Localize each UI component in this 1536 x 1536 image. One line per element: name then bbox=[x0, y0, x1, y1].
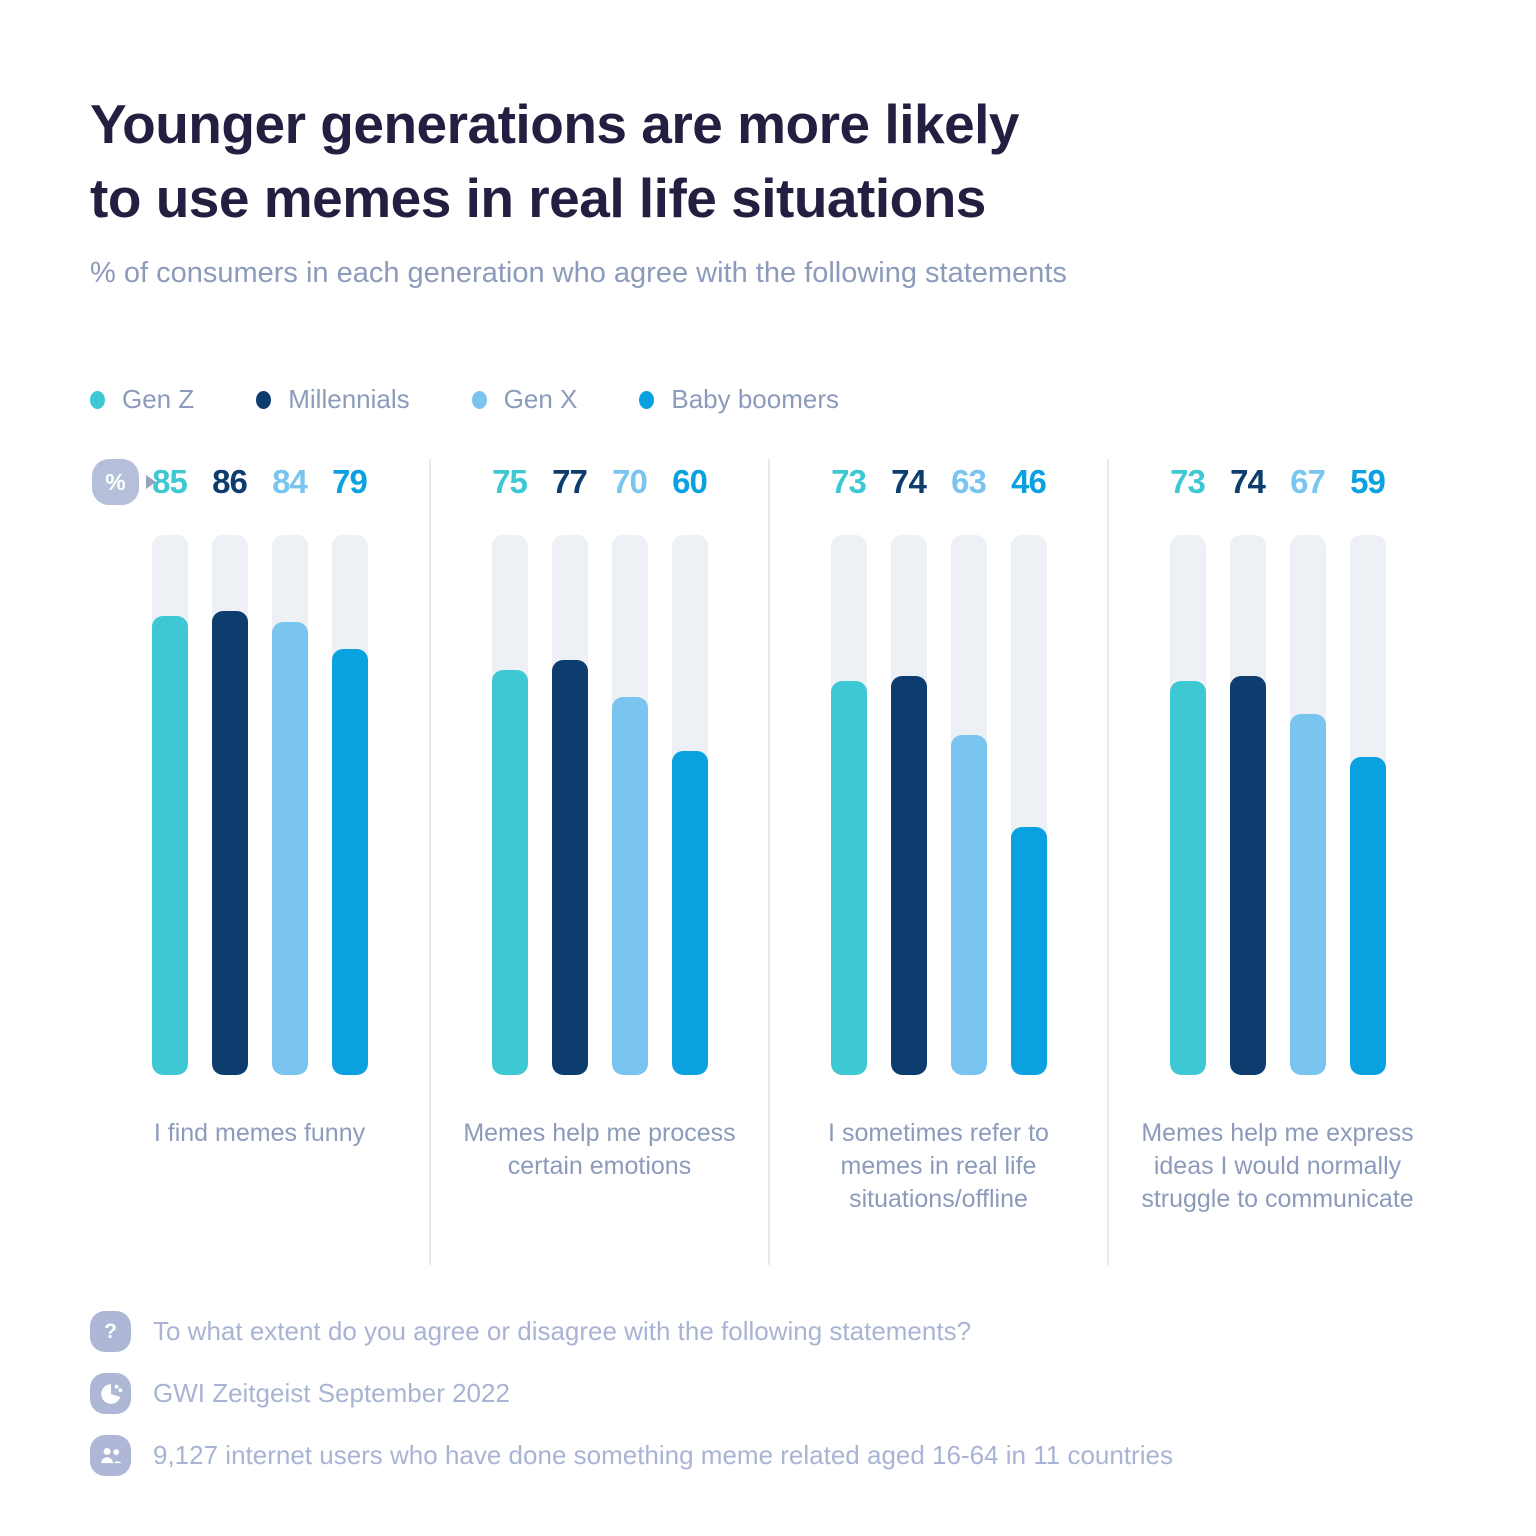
bar-value-baby-boomers: 59 bbox=[1350, 463, 1386, 501]
percent-badge: % bbox=[92, 459, 156, 506]
bars-row bbox=[770, 535, 1107, 1076]
legend-label: Baby boomers bbox=[671, 384, 840, 415]
bar-value-baby-boomers: 60 bbox=[672, 463, 708, 501]
bar-track-baby-boomers bbox=[331, 535, 368, 1076]
bar-value-gen-z: 73 bbox=[1170, 463, 1206, 501]
question-icon: ? bbox=[90, 1311, 131, 1353]
legend-item-millennials: Millennials bbox=[256, 384, 410, 415]
chart-header: Younger generations are more likely to u… bbox=[90, 88, 1446, 290]
chart-group-3: 73 74 63 46 I sometimes refer to memes in re… bbox=[768, 459, 1107, 1266]
values-row: 75 77 70 60 bbox=[431, 461, 768, 503]
bar-baby-boomers bbox=[671, 751, 708, 1076]
bar-gen-x bbox=[271, 621, 308, 1076]
bar-value-gen-z: 85 bbox=[152, 463, 188, 501]
chart-group-1: % 85 86 84 79 I find memes funny bbox=[90, 459, 429, 1265]
bar-value-gen-x: 67 bbox=[1290, 463, 1326, 501]
bar-track-gen-x bbox=[1289, 535, 1326, 1076]
footer-row-1: ? To what extent do you agree or disagree… bbox=[90, 1311, 1446, 1353]
bar-value-millennials: 77 bbox=[552, 463, 588, 501]
bar-gen-x bbox=[1289, 713, 1326, 1076]
legend-label: Gen Z bbox=[122, 384, 195, 415]
arrow-right-icon bbox=[146, 475, 156, 490]
bar-millennials bbox=[211, 610, 248, 1076]
bar-track-millennials bbox=[211, 535, 248, 1076]
bar-value-millennials: 74 bbox=[1230, 463, 1266, 501]
legend-item-baby-boomers: Baby boomers bbox=[639, 384, 839, 415]
bar-value-millennials: 74 bbox=[891, 463, 927, 501]
bar-gen-x bbox=[950, 735, 987, 1076]
bar-baby-boomers bbox=[1010, 826, 1047, 1076]
legend-label: Gen X bbox=[503, 384, 578, 415]
footer-row-2: GWI Zeitgeist September 2022 bbox=[90, 1373, 1446, 1415]
bar-track-gen-x bbox=[611, 535, 648, 1076]
title-line-2: to use memes in real life situations bbox=[90, 166, 986, 229]
bars-row bbox=[90, 535, 429, 1076]
bar-track-gen-x bbox=[271, 535, 308, 1076]
bar-track-baby-boomers bbox=[1349, 535, 1386, 1076]
chart-legend: Gen Z Millennials Gen X Baby boomers bbox=[90, 384, 1446, 415]
footer-row-3: 9,127 internet users who have done somet… bbox=[90, 1435, 1446, 1477]
legend-item-gen-x: Gen X bbox=[471, 384, 578, 415]
chart-group-4: 73 74 67 59 Memes help me express ideas I wo… bbox=[1107, 459, 1446, 1266]
bar-value-baby-boomers: 79 bbox=[332, 463, 368, 501]
bar-track-gen-z bbox=[491, 535, 528, 1076]
legend-label: Millennials bbox=[288, 384, 410, 415]
footer-text: To what extent do you agree or disagree … bbox=[153, 1316, 972, 1347]
bar-track-millennials bbox=[551, 535, 588, 1076]
bar-track-millennials bbox=[890, 535, 927, 1076]
footer-text: 9,127 internet users who have done somet… bbox=[153, 1440, 1173, 1471]
title-line-1: Younger generations are more likely bbox=[90, 93, 1020, 155]
category-label: Memes help me process certain emotions bbox=[463, 1119, 736, 1181]
values-row: 73 74 67 59 bbox=[1109, 461, 1446, 503]
values-row: 73 74 63 46 bbox=[770, 461, 1107, 503]
bar-track-gen-z bbox=[830, 535, 867, 1076]
bar-value-millennials: 86 bbox=[212, 463, 248, 501]
bar-gen-z bbox=[151, 616, 188, 1076]
category-label: Memes help me express ideas I would norm… bbox=[1141, 1119, 1414, 1214]
page-title: Younger generations are more likely to u… bbox=[90, 88, 1446, 235]
bar-track-millennials bbox=[1229, 535, 1266, 1076]
bar-value-baby-boomers: 46 bbox=[1011, 463, 1047, 501]
bar-value-gen-z: 75 bbox=[492, 463, 528, 501]
bar-baby-boomers bbox=[331, 648, 368, 1076]
chart-group-2: 75 77 70 60 Memes help me process certain em… bbox=[429, 459, 768, 1266]
chart-footer: ? To what extent do you agree or disagree… bbox=[90, 1311, 1446, 1477]
gwi-logo-icon bbox=[90, 1373, 131, 1415]
bar-gen-x bbox=[611, 697, 648, 1076]
category-label: I find memes funny bbox=[153, 1119, 366, 1148]
bar-value-gen-z: 73 bbox=[831, 463, 867, 501]
bar-track-gen-z bbox=[1169, 535, 1206, 1076]
chart-subtitle: % of consumers in each generation who ag… bbox=[90, 257, 1067, 290]
footer-text: GWI Zeitgeist September 2022 bbox=[153, 1378, 510, 1409]
values-row: 85 86 84 79 bbox=[90, 461, 429, 503]
bar-gen-z bbox=[1169, 681, 1206, 1076]
percent-icon: % bbox=[92, 459, 139, 506]
bar-millennials bbox=[551, 659, 588, 1076]
audience-icon bbox=[90, 1435, 131, 1477]
legend-dot-icon bbox=[639, 390, 655, 409]
bar-gen-z bbox=[491, 670, 528, 1076]
bar-millennials bbox=[890, 675, 927, 1076]
bar-value-gen-x: 84 bbox=[272, 463, 308, 501]
bar-track-baby-boomers bbox=[671, 535, 708, 1076]
bar-value-gen-x: 70 bbox=[612, 463, 648, 501]
bars-row bbox=[431, 535, 768, 1076]
bar-track-gen-x bbox=[950, 535, 987, 1076]
bar-track-baby-boomers bbox=[1010, 535, 1047, 1076]
legend-dot-icon bbox=[471, 390, 487, 409]
bar-millennials bbox=[1229, 675, 1266, 1076]
bar-gen-z bbox=[830, 681, 867, 1076]
chart-grid: % 85 86 84 79 I find memes funny 75 77 70 60 Memes… bbox=[90, 459, 1446, 1266]
bar-track-gen-z bbox=[151, 535, 188, 1076]
bar-value-gen-x: 63 bbox=[951, 463, 987, 501]
category-label: I sometimes refer to memes in real life … bbox=[828, 1119, 1049, 1214]
legend-item-gen-z: Gen Z bbox=[90, 384, 194, 415]
bars-row bbox=[1109, 535, 1446, 1076]
legend-dot-icon bbox=[90, 390, 105, 409]
bar-baby-boomers bbox=[1349, 756, 1386, 1076]
legend-dot-icon bbox=[256, 390, 272, 409]
